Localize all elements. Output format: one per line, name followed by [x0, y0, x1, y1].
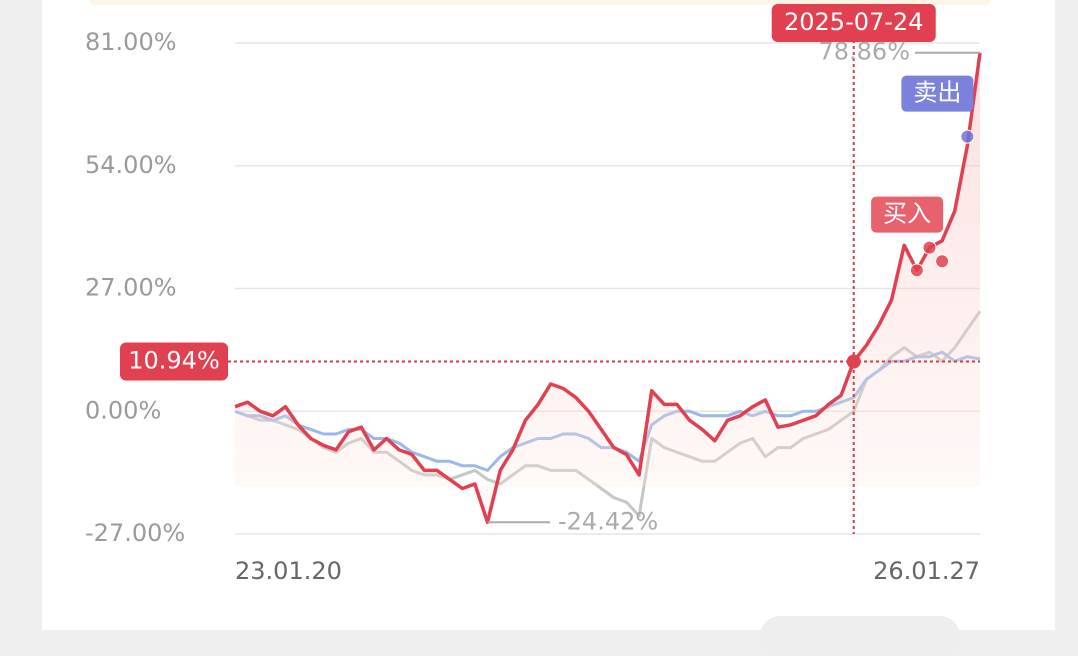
page: -27.00% 0.00% 27.00% 54.00% 81.00% 23.01.20 26… — [42, 0, 1055, 630]
sell-point — [960, 129, 975, 144]
buy-point — [909, 263, 924, 278]
buy-point — [935, 254, 950, 269]
value-tag — [120, 342, 228, 381]
value-tag-text: 10.94% — [128, 347, 220, 375]
y-tick-label: 81.00% — [85, 28, 177, 56]
max-label: 78.86% — [818, 38, 910, 66]
area — [235, 52, 980, 523]
buy-tag — [871, 196, 944, 233]
sell-tag — [901, 75, 974, 112]
x-tick-label: 23.01.20 — [235, 557, 342, 585]
buy-point — [922, 240, 937, 255]
min-label: -24.42% — [558, 507, 658, 535]
crosshair-point — [846, 354, 861, 369]
y-tick-label: -27.00% — [85, 519, 185, 547]
sell-tag-text: 卖出 — [913, 79, 961, 107]
date-tag-text: 2025-07-24 — [784, 8, 923, 36]
y-tick-label: 54.00% — [85, 151, 177, 179]
buy-tag-text: 买入 — [883, 200, 931, 228]
chart: -27.00% 0.00% 27.00% 54.00% 81.00% 23.01.20 26… — [85, 4, 982, 585]
y-tick-label: 27.00% — [85, 274, 177, 302]
y-tick-label: 0.00% — [85, 396, 161, 424]
date-tag — [771, 4, 936, 42]
x-tick-label: 26.01.27 — [873, 557, 980, 585]
top-strip — [90, 0, 990, 5]
